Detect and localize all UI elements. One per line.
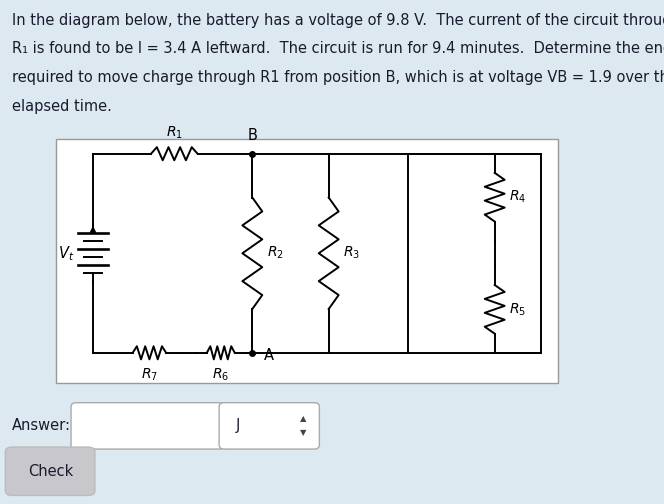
Text: $V_t$: $V_t$: [58, 244, 74, 263]
Text: $R_3$: $R_3$: [343, 245, 361, 262]
Text: $R_4$: $R_4$: [509, 189, 527, 206]
Text: $R_1$: $R_1$: [166, 124, 183, 141]
Text: A: A: [264, 348, 274, 363]
FancyBboxPatch shape: [219, 403, 319, 449]
Text: $R_6$: $R_6$: [212, 366, 229, 383]
Text: required to move charge through R1 from position B, which is at voltage VB = 1.9: required to move charge through R1 from …: [12, 70, 664, 85]
Text: Answer:: Answer:: [12, 418, 71, 433]
Text: $R_5$: $R_5$: [509, 301, 527, 318]
FancyBboxPatch shape: [5, 447, 95, 495]
Text: Check: Check: [28, 464, 73, 479]
Text: B: B: [248, 128, 257, 143]
Text: ▼: ▼: [300, 428, 307, 437]
FancyBboxPatch shape: [56, 139, 558, 383]
Text: $R_2$: $R_2$: [267, 245, 284, 262]
Text: ▲: ▲: [300, 414, 307, 423]
Text: In the diagram below, the battery has a voltage of 9.8 V.  The current of the ci: In the diagram below, the battery has a …: [12, 13, 664, 28]
Text: $R_7$: $R_7$: [141, 366, 158, 383]
FancyBboxPatch shape: [71, 403, 224, 449]
Text: elapsed time.: elapsed time.: [12, 99, 112, 114]
Text: J: J: [236, 418, 240, 433]
Text: R₁ is found to be l = 3.4 A leftward.  The circuit is run for 9.4 minutes.  Dete: R₁ is found to be l = 3.4 A leftward. Th…: [12, 41, 664, 56]
